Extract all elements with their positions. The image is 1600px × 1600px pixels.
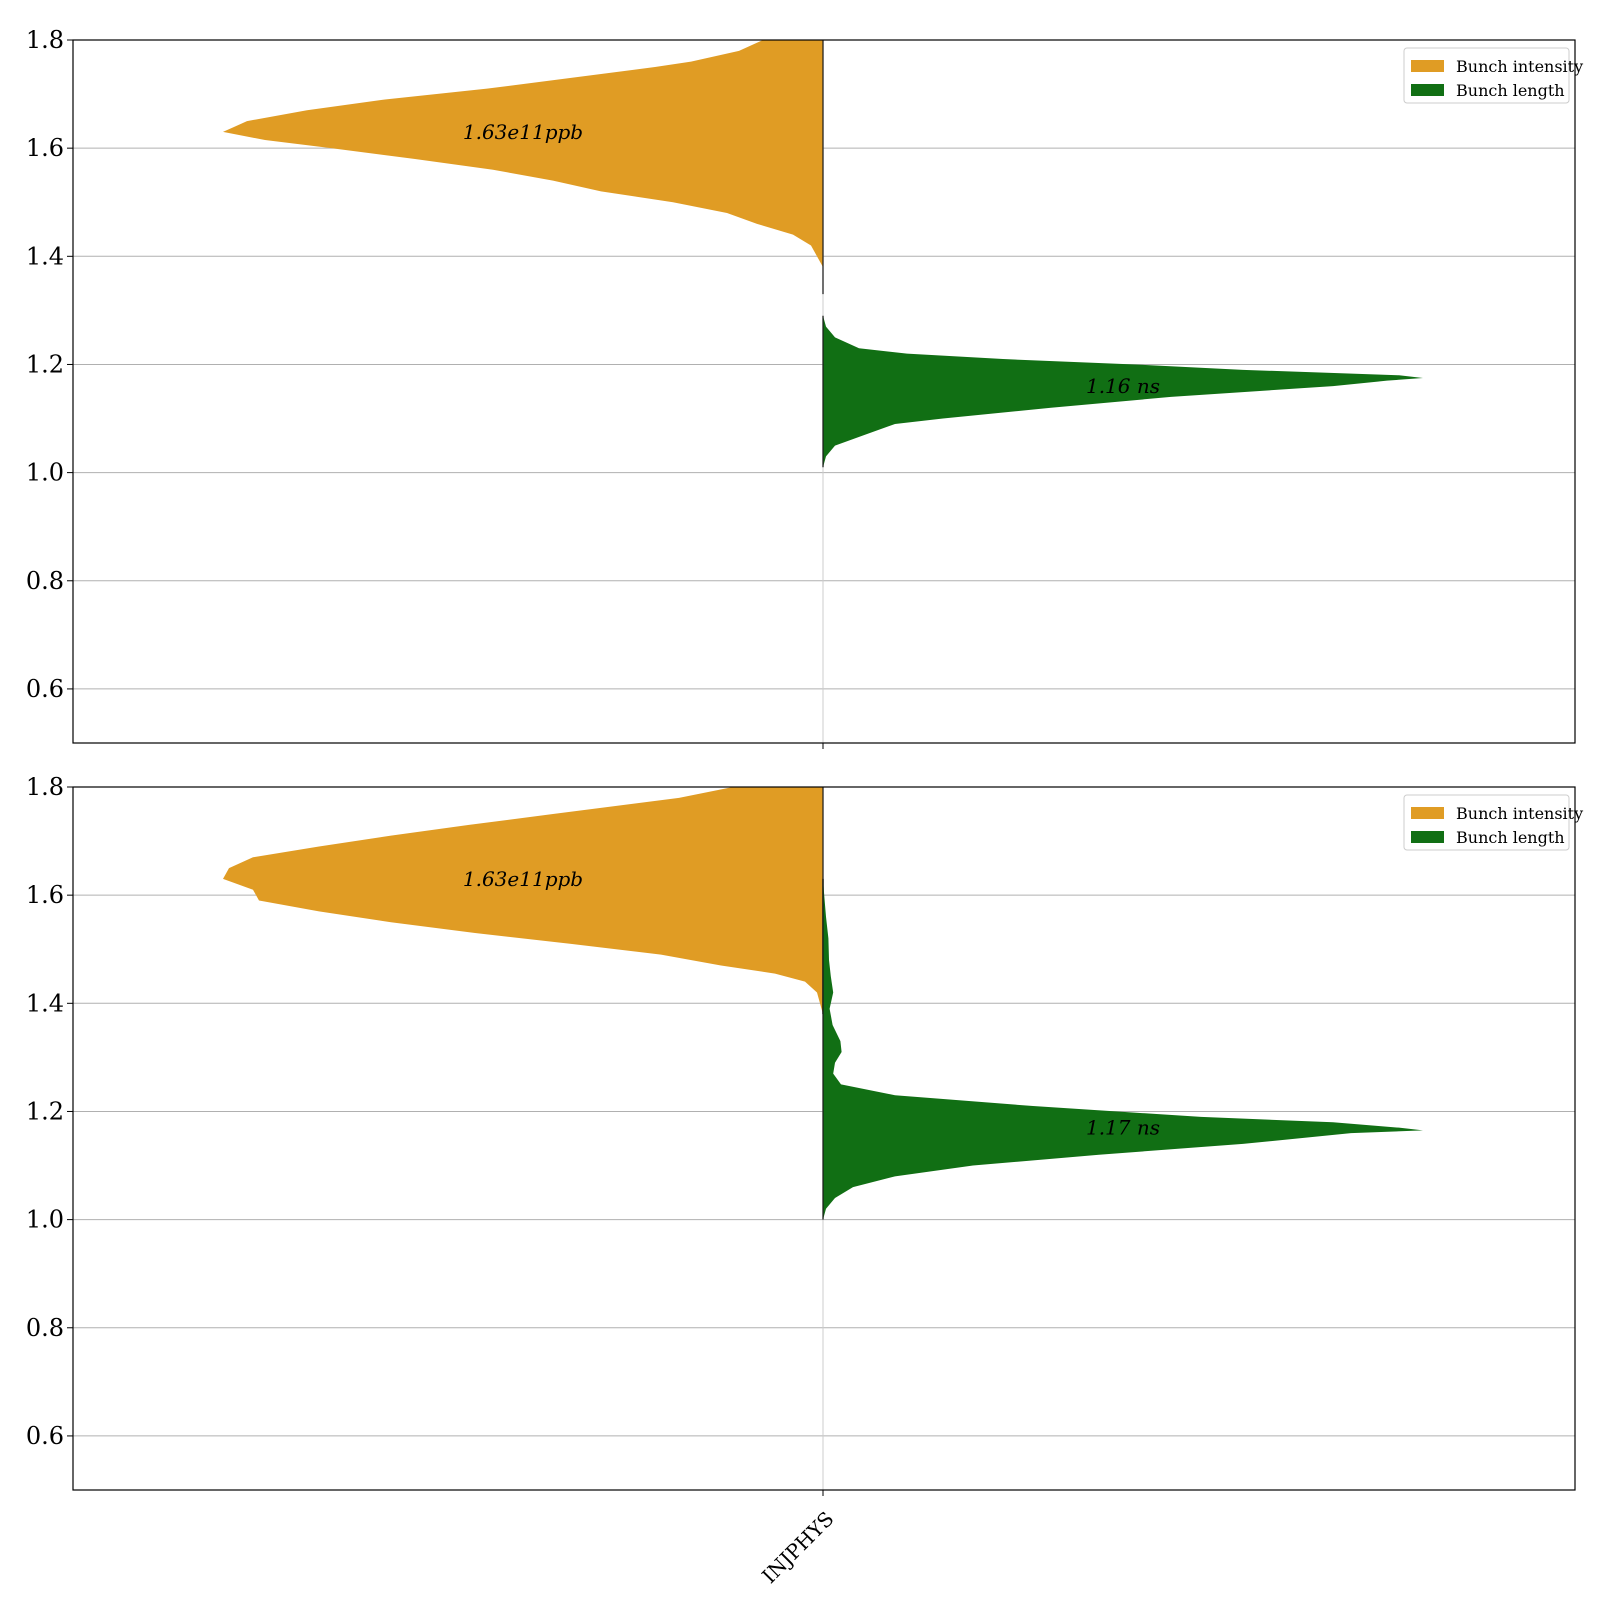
legend: Bunch intensity Bunch length: [1403, 47, 1583, 104]
legend-label: Bunch intensity: [1456, 804, 1583, 823]
y-tick-label: 1.0: [26, 459, 64, 487]
chart-panel-2: 0.6 0.8 1.0 1.2 1.4 1.6 1.8 1.63e11ppb 1.17 ns Bu…: [26, 773, 1583, 1588]
violin-left-bunch-intensity: [223, 40, 823, 295]
y-tick-label: 1.4: [26, 989, 64, 1017]
legend-swatch: [1411, 60, 1444, 72]
y-tick-label: 1.6: [26, 134, 64, 162]
violin-annotation: 1.17 ns: [1086, 1116, 1160, 1140]
violin-left-bunch-intensity: [223, 787, 823, 1015]
legend: Bunch intensity Bunch length: [1403, 794, 1583, 851]
y-tick-label: 1.6: [26, 881, 64, 909]
violin-right-bunch-length: [823, 315, 1423, 468]
y-tick-label: 1.0: [26, 1206, 64, 1234]
y-tick-label: 0.8: [26, 567, 64, 595]
y-tick-label: 1.4: [26, 242, 64, 270]
legend-label: Bunch length: [1456, 81, 1565, 100]
violin-annotation: 1.63e11ppb: [463, 120, 583, 144]
y-tick-label: 0.8: [26, 1314, 64, 1342]
y-tick-label: 0.6: [26, 675, 64, 703]
plot-frame: [72, 39, 1576, 744]
legend-swatch: [1411, 84, 1444, 96]
violin-group: [223, 787, 1423, 1220]
y-tick-label: 0.6: [26, 1422, 64, 1450]
violin-right-bunch-length: [823, 878, 1423, 1220]
x-tick-label: INJPHYS: [757, 1507, 838, 1588]
legend-frame: [1403, 47, 1570, 104]
violin-annotation: 1.63e11ppb: [463, 867, 583, 891]
plot-frame: [72, 786, 1576, 1491]
legend-swatch: [1411, 831, 1444, 843]
legend-label: Bunch intensity: [1456, 57, 1583, 76]
legend-frame: [1403, 794, 1570, 851]
legend-swatch: [1411, 807, 1444, 819]
y-tick-label: 1.8: [26, 26, 64, 54]
y-tick-label: 1.2: [26, 1097, 64, 1125]
y-tick-label: 1.2: [26, 350, 64, 378]
violin-group: [223, 40, 1423, 468]
chart-panel-1: 0.6 0.8 1.0 1.2 1.4 1.6 1.8 1.63e11ppb 1.16 ns Bu…: [26, 26, 1583, 749]
violin-annotation: 1.16 ns: [1086, 374, 1160, 398]
legend-label: Bunch length: [1456, 828, 1565, 847]
y-tick-label: 1.8: [26, 773, 64, 801]
